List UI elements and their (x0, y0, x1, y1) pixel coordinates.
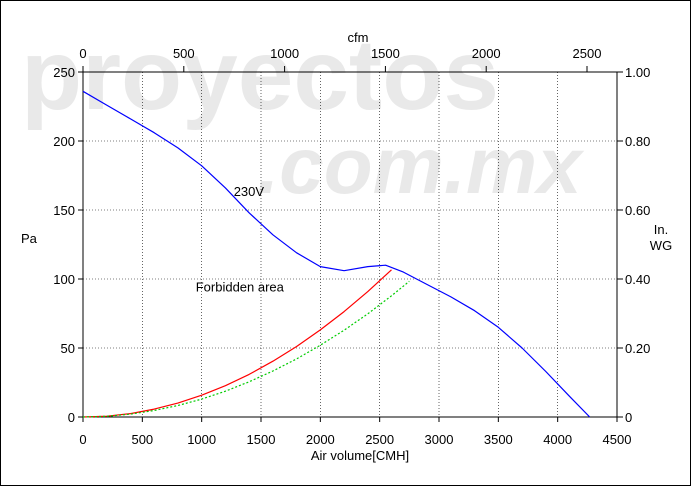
axis-labels: Air volume[CMH] cfm Pa In. WG (21, 30, 672, 463)
y-tick-label: 50 (61, 341, 75, 356)
y-tick-label: 100 (53, 272, 75, 287)
watermark: proyectos .com.mx (21, 19, 585, 210)
grid-lines (83, 72, 617, 417)
x-tick-label: 4500 (603, 432, 632, 447)
top-tick-label: 1500 (371, 46, 400, 61)
y-tick-label: 200 (53, 134, 75, 149)
right-tick-label: 0.80 (625, 134, 650, 149)
right-axis-title-line2: WG (650, 238, 672, 253)
right-tick-label: 0.60 (625, 203, 650, 218)
right-tick-label: 0 (625, 410, 632, 425)
right-axis-title-line1: In. (654, 222, 668, 237)
top-axis-title: cfm (348, 30, 369, 45)
top-tick-label: 2500 (573, 46, 602, 61)
y-tick-label: 150 (53, 203, 75, 218)
series-line-1 (82, 90, 591, 418)
right-tick-label: 0.20 (625, 341, 650, 356)
right-tick-label: 0.40 (625, 272, 650, 287)
x-tick-label: 4000 (543, 432, 572, 447)
x-tick-label: 1500 (247, 432, 276, 447)
annotations: 230V Forbidden area (196, 184, 285, 294)
x-axis-title: Air volume[CMH] (311, 448, 409, 463)
watermark-line2: .com.mx (257, 121, 585, 210)
y-tick-label: 0 (68, 410, 75, 425)
y-axis-title: Pa (21, 231, 38, 246)
x-tick-label: 2500 (365, 432, 394, 447)
x-tick-label: 3000 (425, 432, 454, 447)
annotation-forbidden-area: Forbidden area (196, 279, 285, 294)
series-line-2 (82, 269, 392, 418)
right-tick-label: 1.00 (625, 65, 650, 80)
x-tick-label: 2000 (306, 432, 335, 447)
watermark-line1: proyectos (21, 19, 499, 131)
top-tick-label: 500 (173, 46, 195, 61)
top-tick-label: 2000 (472, 46, 501, 61)
x-tick-label: 1000 (187, 432, 216, 447)
annotation-230v: 230V (234, 184, 265, 199)
x-tick-label: 500 (131, 432, 153, 447)
series-line-3 (82, 280, 410, 418)
top-tick-label: 1000 (270, 46, 299, 61)
plot-border (82, 71, 618, 418)
top-tick-label: 0 (79, 46, 86, 61)
x-tick-label: 0 (79, 432, 86, 447)
y-tick-label: 250 (53, 65, 75, 80)
axis-ticks: 0 500 1000 1500 2000 2500 3000 3500 4000 45000501… (53, 46, 650, 447)
series-layer (82, 90, 591, 418)
x-tick-label: 3500 (484, 432, 513, 447)
